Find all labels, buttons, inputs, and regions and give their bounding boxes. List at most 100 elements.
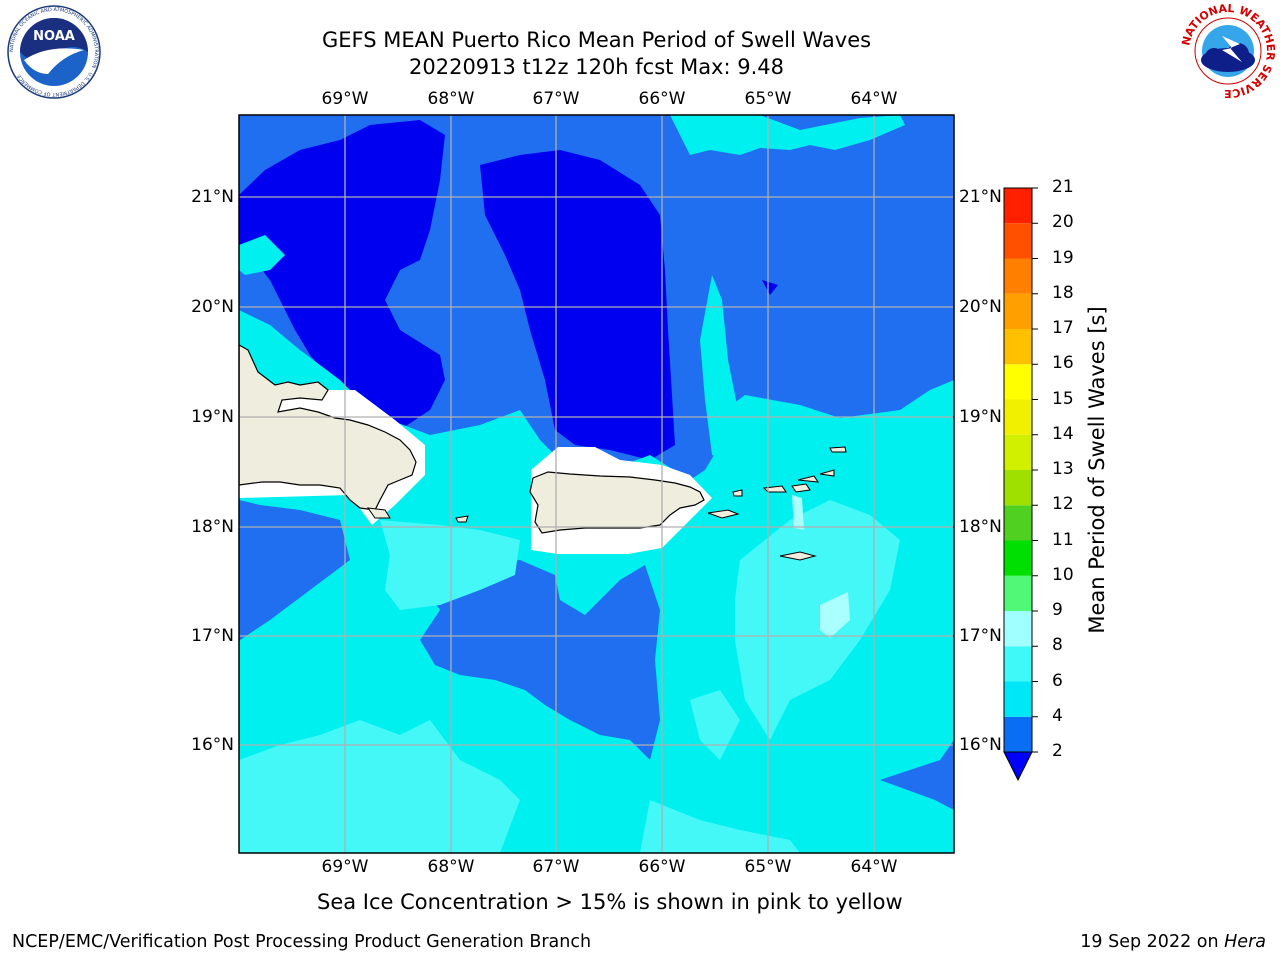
footer-branch: NCEP/EMC/Verification Post Processing Pr… — [12, 932, 592, 952]
lon-label-top: 64°W — [850, 89, 898, 109]
lon-label-bottom: 68°W — [427, 857, 475, 877]
colorbar-title: Mean Period of Swell Waves [s] — [1085, 306, 1109, 634]
colorbar-segment — [1004, 505, 1032, 541]
contour-lt2 — [480, 150, 675, 460]
footer-host: Hera — [1224, 932, 1266, 952]
contour-2-4 — [420, 560, 660, 760]
colorbar-segment — [1004, 540, 1032, 576]
colorbar-tick-label: 16 — [1052, 353, 1074, 374]
lon-label-top: 67°W — [532, 89, 580, 109]
lat-label-left: 19°N — [191, 407, 234, 427]
lon-label-bottom: 66°W — [638, 857, 686, 877]
colorbar-tick-label: 4 — [1052, 705, 1063, 726]
contour-4-6 — [239, 235, 285, 275]
colorbar-tick-label: 19 — [1052, 247, 1074, 268]
lat-label-right: 21°N — [959, 187, 1002, 207]
contour-4-6 — [700, 275, 740, 460]
island — [762, 485, 787, 493]
hispaniola-land — [239, 344, 417, 511]
puerto-rico-land — [529, 471, 705, 534]
island — [829, 446, 847, 453]
lon-label-top: 69°W — [321, 89, 369, 109]
island — [366, 507, 391, 519]
colorbar-segment — [1004, 258, 1032, 294]
colorbar-tick-label: 6 — [1052, 670, 1063, 691]
contour-6-8 — [640, 800, 800, 853]
colorbar-tick-label: 20 — [1052, 212, 1074, 233]
colorbar-segment — [1004, 681, 1032, 717]
nws-logo: NATIONAL WEATHER SERVICE — [1179, 2, 1277, 100]
lat-label-right: 16°N — [959, 735, 1002, 755]
contour-2-4 — [880, 740, 954, 810]
lat-label-left: 17°N — [191, 626, 234, 646]
contour-6-8 — [735, 500, 900, 740]
colorbar-segment — [1004, 293, 1032, 329]
contour-4-6 — [670, 115, 905, 155]
colorbar-tick-label: 10 — [1052, 564, 1074, 585]
graticule — [239, 115, 954, 853]
colorbar-segment — [1004, 575, 1032, 611]
lat-label-left: 16°N — [191, 735, 234, 755]
noaa-logo: NOAA NATIONAL OCEANIC AND ATMOSPHERIC AD… — [7, 5, 101, 99]
contour-6-8 — [690, 690, 740, 760]
island — [819, 469, 835, 477]
map-frame — [238, 114, 955, 854]
island — [791, 483, 811, 493]
lat-label-right: 20°N — [959, 297, 1002, 317]
lat-label-right: 17°N — [959, 626, 1002, 646]
colorbar-tick-label: 14 — [1052, 423, 1074, 444]
contour-6-8 — [380, 520, 520, 610]
lon-label-top: 68°W — [427, 89, 475, 109]
sea-ice-caption: Sea Ice Concentration > 15% is shown in … — [317, 890, 903, 914]
lat-label-right: 19°N — [959, 407, 1002, 427]
colorbar-extend-arrow — [1003, 751, 1033, 782]
colorbar-tick-label: 15 — [1052, 388, 1074, 409]
colorbar-segment — [1004, 470, 1032, 506]
colorbar-segment — [1004, 716, 1032, 752]
colorbar-tick-label: 9 — [1052, 600, 1063, 620]
colorbar-segment — [1004, 188, 1032, 224]
lon-label-top: 66°W — [638, 89, 686, 109]
footer-date: 19 Sep 2022 on Hera — [1080, 932, 1266, 952]
colorbar-segment — [1004, 364, 1032, 400]
contour-8-9 — [792, 495, 804, 530]
map-title: GEFS MEAN Puerto Rico Mean Period of Swe… — [321, 28, 872, 52]
colorbar-segment — [1004, 646, 1032, 682]
colorbar-segment — [1004, 399, 1032, 435]
island — [455, 515, 469, 523]
lon-label-bottom: 67°W — [532, 857, 580, 877]
colorbar — [1003, 187, 1038, 782]
map-subtitle: 20220913 t12z 120h fcst Max: 9.48 — [409, 55, 784, 79]
island — [707, 509, 740, 519]
contour-2-4 — [239, 500, 350, 645]
contour-lt2 — [762, 280, 778, 295]
lon-label-bottom: 69°W — [321, 857, 369, 877]
lon-label-top: 65°W — [744, 89, 792, 109]
colorbar-segment — [1004, 434, 1032, 470]
colorbar-tick-label: 21 — [1052, 177, 1074, 197]
contour-6-8 — [239, 720, 520, 853]
colorbar-tick-label: 11 — [1052, 529, 1074, 550]
noaa-logo-text: NOAA — [33, 29, 75, 44]
colorbar-tick-label: 13 — [1052, 459, 1074, 479]
colorbar-tick-label: 8 — [1052, 635, 1063, 656]
island — [779, 551, 817, 561]
lat-label-left: 20°N — [191, 297, 234, 317]
colorbar-tick-label: 17 — [1052, 318, 1074, 338]
colorbar-segment — [1004, 329, 1032, 365]
colorbar-segment — [1004, 611, 1032, 647]
lat-label-left: 18°N — [191, 517, 234, 537]
lat-label-right: 18°N — [959, 517, 1002, 537]
lat-label-left: 21°N — [191, 187, 234, 207]
colorbar-tick-label: 18 — [1052, 282, 1074, 303]
island — [797, 475, 820, 483]
colorbar-tick-label: 2 — [1052, 741, 1063, 761]
lon-label-bottom: 65°W — [744, 857, 792, 877]
lon-label-bottom: 64°W — [850, 857, 898, 877]
footer-date-text: 19 Sep 2022 on — [1080, 932, 1225, 952]
colorbar-tick-label: 12 — [1052, 494, 1074, 515]
colorbar-segment — [1004, 223, 1032, 259]
island — [732, 489, 743, 497]
contour-8-9 — [820, 592, 850, 638]
